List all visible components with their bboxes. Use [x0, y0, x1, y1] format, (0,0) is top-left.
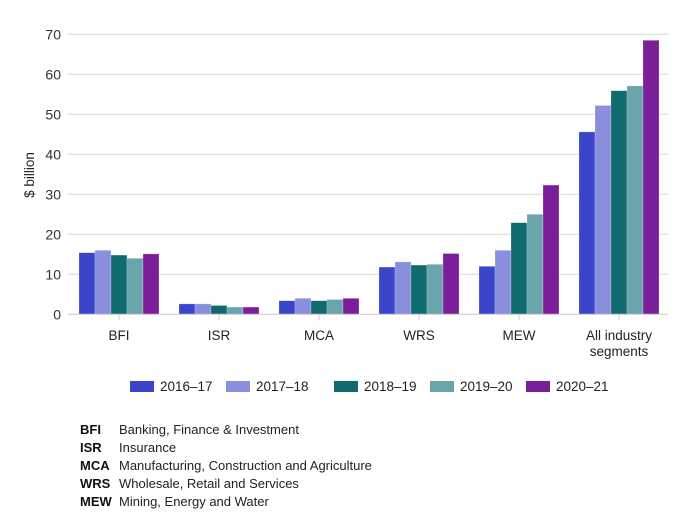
bar-chart: 0 10 20 30 40 50 60 70 BFI ISR MCA WRS MEW All indus… [22, 26, 668, 359]
bar-isr-2019–20 [226, 306, 244, 315]
y-tick-label: 60 [45, 66, 61, 82]
glossary-row: BFI Banking, Finance & Investment [80, 420, 372, 438]
bar-isr-2018–19 [210, 305, 228, 315]
legend-label: 2018–19 [364, 378, 417, 394]
y-axis-title: $ billion [22, 152, 37, 198]
abbreviation-glossary: BFI Banking, Finance & Investment ISR In… [80, 420, 372, 510]
x-category-label: BFI [108, 328, 129, 343]
bar-all-industry-segments-2018–19 [610, 90, 628, 315]
glossary-abbr: MEW [80, 493, 112, 509]
legend-item-2017-18: 2017–18 [226, 376, 309, 396]
bar-isr-2017–18 [194, 303, 212, 315]
bar-bfi-2018–19 [110, 254, 128, 315]
glossary-row: ISR Insurance [80, 438, 372, 456]
bar-bfi-2019–20 [126, 257, 144, 315]
y-axis-ticks: 0 10 20 30 40 50 60 70 [45, 26, 61, 322]
bar-mca-2018–19 [310, 300, 328, 315]
bar-all-industry-segments-2020–21 [642, 39, 660, 315]
bar-bfi-2020–21 [142, 253, 160, 315]
legend-swatch [526, 380, 550, 392]
y-tick-label: 40 [45, 146, 61, 162]
legend-item-2018-19: 2018–19 [334, 376, 417, 396]
bar-mew-2017–18 [494, 250, 512, 315]
legend-swatch [430, 380, 454, 392]
glossary-desc: Insurance [119, 439, 177, 455]
bar-mew-2019–20 [526, 214, 544, 315]
bar-wrs-2018–19 [410, 264, 428, 315]
glossary-abbr: BFI [80, 421, 101, 437]
glossary-row: MEW Mining, Energy and Water [80, 492, 372, 510]
bar-wrs-2019–20 [426, 263, 444, 315]
glossary-row: MCA Manufacturing, Construction and Agri… [80, 456, 372, 474]
glossary-desc: Banking, Finance & Investment [119, 421, 299, 437]
glossary-row: WRS Wholesale, Retail and Services [80, 474, 372, 492]
bar-isr-2020–21 [242, 306, 260, 315]
bar-mca-2017–18 [294, 297, 312, 315]
x-category-label: MEW [503, 328, 536, 343]
legend: 2016–17 2017–18 2018–19 2019–20 2020–21 [0, 376, 689, 396]
glossary-desc: Wholesale, Retail and Services [119, 475, 299, 491]
glossary-abbr: ISR [80, 439, 102, 455]
bar-wrs-2020–21 [442, 253, 460, 315]
y-tick-label: 0 [53, 306, 61, 322]
legend-swatch [334, 380, 358, 392]
bar-mew-2020–21 [542, 184, 560, 315]
x-category-label: ISR [208, 328, 231, 343]
bar-isr-2016–17 [178, 303, 196, 315]
bar-wrs-2016–17 [378, 266, 396, 315]
legend-item-2016-17: 2016–17 [130, 376, 213, 396]
x-category-label: All industry [586, 328, 652, 343]
bar-bfi-2017–18 [94, 250, 112, 315]
bar-mca-2019–20 [326, 299, 344, 315]
bar-all-industry-segments-2017–18 [594, 105, 612, 315]
bar-mew-2018–19 [510, 222, 528, 315]
x-category-label: WRS [403, 328, 435, 343]
y-tick-label: 70 [45, 26, 61, 42]
y-tick-label: 30 [45, 186, 61, 202]
bar-all-industry-segments-2016–17 [578, 131, 596, 315]
legend-item-2020-21: 2020–21 [526, 376, 609, 396]
bars [78, 39, 660, 315]
y-tick-label: 50 [45, 106, 61, 122]
legend-swatch [130, 380, 154, 392]
bar-wrs-2017–18 [394, 261, 412, 315]
bar-bfi-2016–17 [78, 252, 96, 315]
glossary-desc: Manufacturing, Construction and Agricult… [119, 457, 372, 473]
bar-mca-2020–21 [342, 297, 360, 315]
legend-item-2019-20: 2019–20 [430, 376, 513, 396]
y-tick-label: 20 [45, 226, 61, 242]
x-category-label: MCA [304, 328, 334, 343]
legend-label: 2016–17 [160, 378, 213, 394]
glossary-abbr: WRS [80, 475, 111, 491]
x-category-label: segments [590, 344, 649, 359]
legend-label: 2020–21 [556, 378, 609, 394]
glossary-desc: Mining, Energy and Water [119, 493, 269, 509]
legend-label: 2019–20 [460, 378, 513, 394]
bar-mca-2016–17 [278, 300, 296, 315]
legend-label: 2017–18 [256, 378, 309, 394]
bar-all-industry-segments-2019–20 [626, 85, 644, 315]
legend-swatch [226, 380, 250, 392]
glossary-abbr: MCA [80, 457, 110, 473]
gridlines [68, 33, 668, 275]
bar-mew-2016–17 [478, 265, 496, 315]
y-tick-label: 10 [45, 266, 61, 282]
